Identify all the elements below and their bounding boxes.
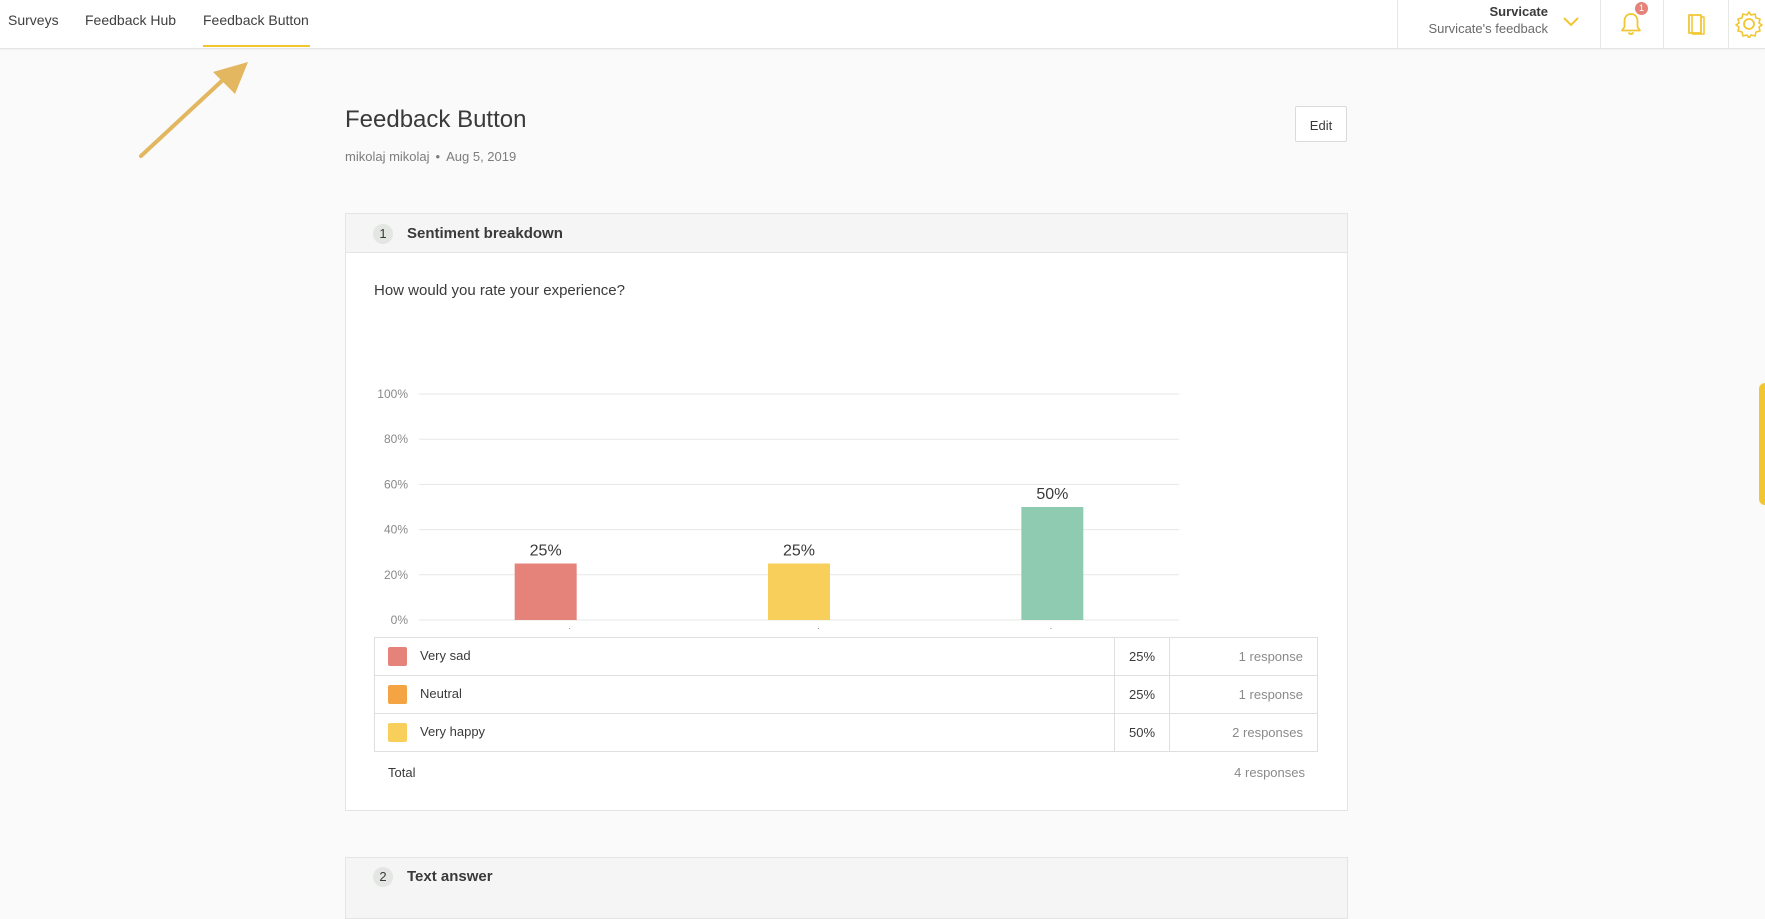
question-text: How would you rate your experience? bbox=[374, 282, 625, 299]
row-label-cell: Very sad bbox=[374, 637, 1115, 676]
book-icon bbox=[1688, 14, 1705, 35]
x-tick-label: Very sad bbox=[520, 626, 571, 629]
table-row: Neutral 25% 1 response bbox=[374, 675, 1318, 714]
y-tick-label: 20% bbox=[384, 568, 408, 582]
y-tick-label: 40% bbox=[384, 523, 408, 537]
data-label: 50% bbox=[1036, 486, 1068, 503]
table-row: Very sad 25% 1 response bbox=[374, 637, 1318, 676]
bar bbox=[1021, 507, 1084, 620]
row-responses: 1 response bbox=[1169, 637, 1318, 676]
question-card-sentiment: 1 Sentiment breakdown How would you rate… bbox=[345, 213, 1348, 811]
card-title: Sentiment breakdown bbox=[407, 225, 563, 242]
gear-icon bbox=[1735, 11, 1763, 38]
y-tick-label: 0% bbox=[391, 613, 409, 627]
card-header: 1 Sentiment breakdown bbox=[346, 214, 1347, 253]
sentiment-bar-chart: 0% 20% 40% 60% 80% 100% 25% Very sad 25% Neutral 5… bbox=[377, 387, 1179, 629]
page-title: Feedback Button bbox=[345, 106, 527, 133]
tab-surveys[interactable]: Surveys bbox=[8, 12, 59, 28]
top-navigation-bar: Surveys Feedback Hub Feedback Button Sur… bbox=[0, 0, 1765, 49]
row-responses: 2 responses bbox=[1169, 713, 1318, 752]
account-subtitle: Survicate's feedback bbox=[1428, 21, 1548, 36]
table-row: Very happy 50% 2 responses bbox=[374, 713, 1318, 752]
author-name: mikolaj mikolaj bbox=[345, 149, 430, 164]
meta-separator: • bbox=[435, 149, 441, 164]
settings-button[interactable] bbox=[1729, 0, 1765, 48]
edit-button[interactable]: Edit bbox=[1295, 106, 1347, 142]
color-swatch bbox=[388, 723, 407, 742]
chevron-down-icon bbox=[1563, 17, 1579, 27]
y-tick-label: 100% bbox=[377, 387, 408, 401]
help-docs-button[interactable] bbox=[1664, 0, 1729, 48]
account-switcher[interactable]: Survicate Survicate's feedback bbox=[1397, 0, 1601, 48]
total-value: 4 responses bbox=[1234, 765, 1305, 780]
question-card-text-answer: 2 Text answer bbox=[345, 857, 1348, 919]
bar bbox=[768, 563, 830, 620]
row-responses: 1 response bbox=[1169, 675, 1318, 714]
tab-feedback-button[interactable]: Feedback Button bbox=[203, 0, 310, 47]
created-date: Aug 5, 2019 bbox=[446, 149, 517, 164]
color-swatch bbox=[388, 647, 407, 666]
card-title: Text answer bbox=[407, 868, 493, 885]
account-name: Survicate bbox=[1489, 4, 1548, 19]
annotation-arrow bbox=[139, 62, 248, 158]
notifications-button[interactable]: 1 bbox=[1599, 0, 1664, 48]
y-tick-label: 80% bbox=[384, 432, 408, 446]
row-percent: 50% bbox=[1114, 713, 1170, 752]
y-tick-label: 60% bbox=[384, 477, 408, 491]
response-table: Very sad 25% 1 response Neutral 25% 1 respons… bbox=[374, 637, 1318, 752]
row-percent: 25% bbox=[1114, 637, 1170, 676]
row-percent: 25% bbox=[1114, 675, 1170, 714]
row-label: Very happy bbox=[420, 723, 486, 739]
row-label-cell: Neutral bbox=[374, 675, 1115, 714]
data-label: 25% bbox=[530, 543, 562, 560]
question-number-badge: 2 bbox=[373, 867, 393, 887]
row-label-cell: Very happy bbox=[374, 713, 1115, 752]
question-number-badge: 1 bbox=[373, 224, 393, 244]
row-label: Very sad bbox=[420, 647, 471, 663]
notification-count-badge: 1 bbox=[1635, 2, 1648, 15]
row-label: Neutral bbox=[420, 685, 462, 701]
data-label: 25% bbox=[783, 543, 815, 560]
bell-icon bbox=[1621, 13, 1641, 35]
feedback-side-tab[interactable] bbox=[1759, 383, 1765, 505]
x-tick-label: Very happy bbox=[1020, 626, 1086, 629]
total-label: Total bbox=[388, 765, 416, 780]
x-tick-label: Neutral bbox=[778, 626, 820, 629]
color-swatch bbox=[388, 685, 407, 704]
bar bbox=[514, 563, 577, 620]
tab-feedback-hub[interactable]: Feedback Hub bbox=[85, 12, 177, 28]
page-meta: mikolaj mikolaj • Aug 5, 2019 bbox=[345, 149, 516, 164]
